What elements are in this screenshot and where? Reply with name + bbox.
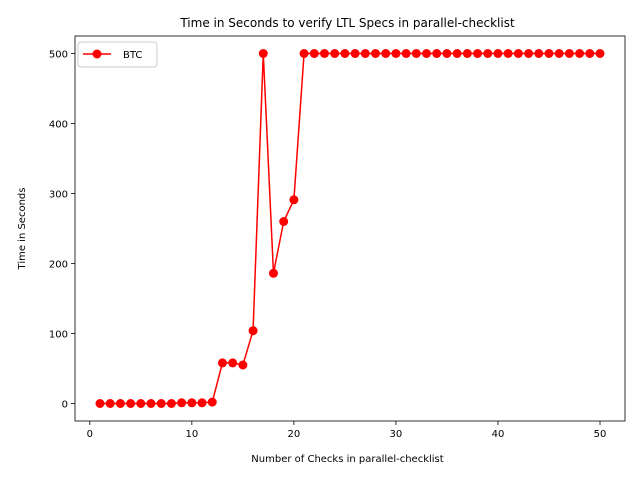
data-point [371, 49, 381, 58]
data-point [401, 49, 411, 58]
data-point [432, 49, 442, 58]
data-point [105, 399, 115, 408]
x-axis-label: Number of Checks in parallel-checklist [251, 454, 443, 465]
data-point [156, 399, 166, 408]
data-point [330, 49, 340, 58]
data-point [207, 397, 217, 407]
x-tick-label: 30 [390, 429, 403, 440]
data-point [452, 49, 462, 58]
legend-box [77, 41, 158, 68]
y-tick-label: 100 [49, 330, 68, 341]
data-point [575, 49, 585, 58]
data-point [268, 268, 278, 278]
data-point [381, 49, 391, 58]
data-point [197, 398, 207, 408]
data-point [493, 49, 503, 58]
data-point [126, 399, 136, 408]
chart-title: Time in Seconds to verify LTL Specs in p… [179, 16, 515, 30]
y-axis-label: Time in Seconds [17, 188, 28, 271]
data-point [95, 399, 105, 408]
plot-frame [74, 35, 626, 422]
data-point [411, 49, 421, 58]
legend: BTC [77, 41, 158, 68]
data-point [217, 358, 227, 368]
data-point [473, 49, 483, 58]
y-tick-label: 400 [49, 120, 68, 131]
data-point [544, 49, 554, 58]
data-point [513, 49, 523, 58]
y-tick-label: 0 [62, 400, 68, 411]
x-axis: 0 10 20 30 40 50 [87, 421, 607, 440]
data-point [166, 399, 176, 408]
data-point [554, 49, 564, 58]
x-tick-label: 10 [185, 429, 198, 440]
data-point [115, 399, 125, 408]
data-point [442, 49, 452, 58]
data-point [177, 398, 187, 408]
data-point [391, 49, 401, 58]
data-point [238, 360, 248, 370]
data-point [350, 49, 360, 58]
data-point [422, 49, 432, 58]
data-point [228, 358, 238, 368]
legend-label-btc: BTC [123, 50, 142, 61]
data-point [483, 49, 493, 58]
y-tick-label: 500 [49, 50, 68, 61]
data-point [503, 49, 513, 58]
x-tick-label: 50 [594, 429, 607, 440]
data-point [585, 49, 595, 58]
data-point [187, 398, 197, 408]
data-point [319, 49, 329, 58]
data-point [462, 49, 472, 58]
data-point [309, 49, 319, 58]
data-point [289, 195, 299, 205]
x-tick-label: 40 [492, 429, 505, 440]
data-point [136, 399, 146, 408]
series-line-btc [100, 52, 600, 405]
x-tick-label: 20 [288, 429, 301, 440]
y-tick-label: 200 [49, 260, 68, 271]
data-point [564, 49, 574, 58]
data-point [279, 217, 289, 226]
data-point [248, 326, 258, 336]
y-tick-label: 300 [49, 190, 68, 201]
legend-marker-btc [92, 49, 102, 59]
data-point [524, 49, 534, 58]
data-point [534, 49, 544, 58]
x-tick-label: 0 [87, 429, 93, 440]
data-point [595, 49, 605, 58]
data-point [299, 49, 309, 58]
data-point [146, 399, 156, 408]
y-axis: 0 100 200 300 400 500 [49, 50, 75, 411]
plot-area [74, 35, 626, 422]
data-point [340, 49, 350, 58]
data-point [258, 49, 268, 58]
data-point [360, 49, 370, 58]
